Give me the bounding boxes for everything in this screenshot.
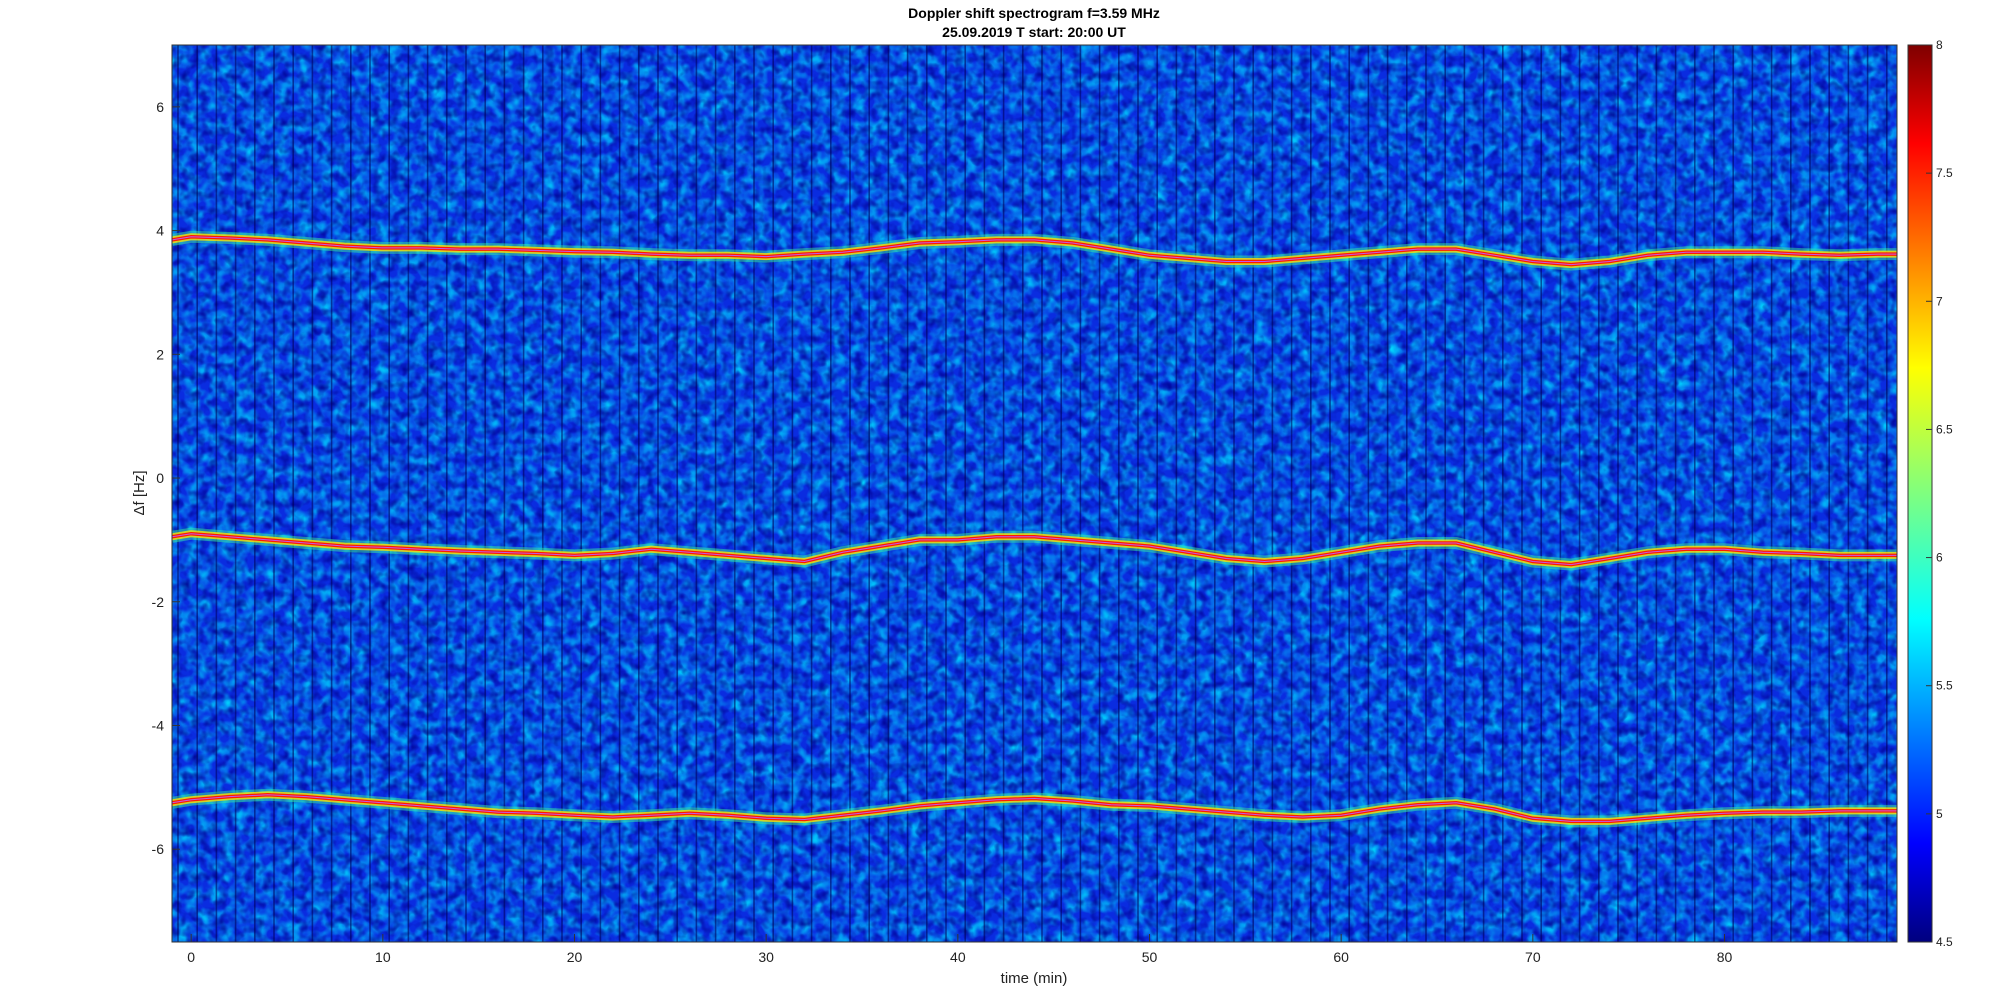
x-tick-label: 0 — [187, 949, 195, 965]
trace-fit-2 — [172, 533, 1897, 566]
y-tick-label: -6 — [152, 841, 165, 857]
x-tick-label: 60 — [1333, 949, 1349, 965]
x-tick-label: 50 — [1142, 949, 1158, 965]
colorbar-ticks: 8 7.5 7 6.5 6 5.5 5 4.5 — [1926, 38, 1953, 949]
spectrogram-noise-dark — [172, 45, 1897, 942]
y-tick-label: 4 — [156, 223, 164, 239]
x-tick-label: 30 — [758, 949, 774, 965]
y-tick-label: -2 — [152, 594, 165, 610]
x-tick-label: 10 — [375, 949, 391, 965]
colorbar-tick-label: 6.5 — [1936, 422, 1953, 436]
y-tick-label: 0 — [156, 470, 164, 486]
x-tick-label: 20 — [567, 949, 583, 965]
x-axis: 0 10 20 30 40 50 60 70 80 — [187, 934, 1732, 965]
x-tick-label: 80 — [1717, 949, 1733, 965]
chart-subtitle: 25.09.2019 T start: 20:00 UT — [942, 24, 1126, 40]
y-tick-label: -4 — [152, 717, 165, 733]
plot-frame — [171, 44, 1898, 943]
x-tick-label: 40 — [950, 949, 966, 965]
trace-fit-1 — [172, 236, 1897, 266]
time-striations — [177, 45, 1888, 942]
x-tick-label: 70 — [1525, 949, 1541, 965]
y-tick-label: 6 — [156, 99, 164, 115]
trace-fit-3 — [172, 794, 1897, 822]
colorbar-tick-label: 8 — [1936, 38, 1943, 52]
y-tick-label: 2 — [156, 346, 164, 362]
colorbar-tick-label: 4.5 — [1936, 935, 1953, 949]
colorbar-tick-label: 5.5 — [1936, 679, 1953, 693]
colorbar-tick-label: 7 — [1936, 294, 1943, 308]
y-axis: 6 4 2 0 -2 -4 -6 — [152, 99, 180, 857]
x-axis-label: time (min) — [1001, 970, 1068, 987]
colorbar-tick-label: 7.5 — [1936, 166, 1953, 180]
chart-title: Doppler shift spectrogram f=3.59 MHz — [908, 5, 1160, 21]
colorbar-tick-label: 5 — [1936, 807, 1943, 821]
doppler-traces — [172, 230, 1897, 828]
colorbar-tick-label: 6 — [1936, 551, 1943, 565]
y-axis-label: Δf [Hz] — [131, 470, 148, 515]
colorbar — [1907, 44, 1933, 943]
plot-area — [172, 45, 1897, 942]
